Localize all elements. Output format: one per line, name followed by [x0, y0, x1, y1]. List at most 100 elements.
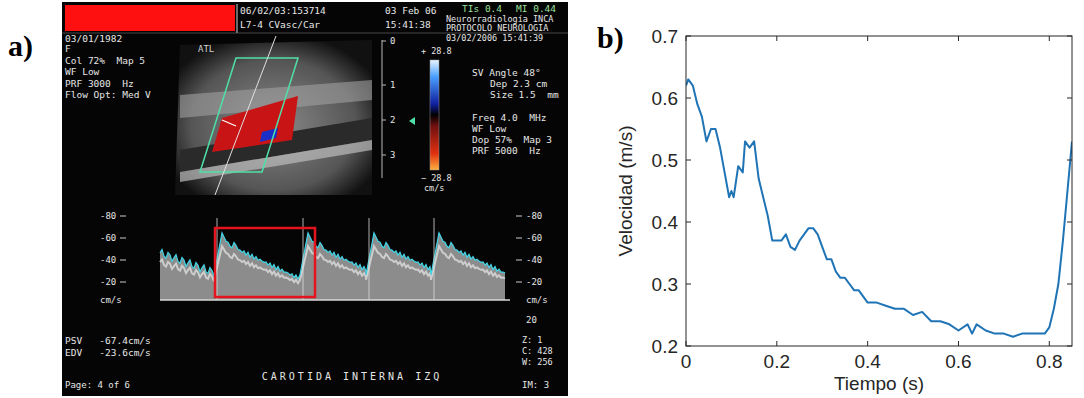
y-tick-label: 0.4	[652, 212, 679, 233]
header-text: MI 0.44	[516, 3, 556, 14]
y-tick	[686, 160, 691, 161]
header-text: 03/02/2006 15:41:39	[446, 33, 543, 43]
depth-label: 1	[390, 80, 395, 90]
doppler-setting: PRF 5000 Hz	[472, 145, 541, 156]
velocity-line	[686, 79, 1072, 336]
x-tick	[776, 341, 777, 346]
header-text: 06/02/03:153714	[240, 5, 326, 16]
y-tick-label: 0.7	[652, 26, 678, 47]
panel-label: a)	[8, 29, 33, 63]
b-mode-image	[175, 36, 372, 195]
spectrum-scale-label: -80	[526, 211, 542, 221]
depth-tick	[382, 85, 386, 86]
spectrum-fill	[160, 233, 505, 300]
y-tick	[686, 284, 691, 285]
header-text: 15:41:38	[385, 19, 431, 30]
spectrum-scale-label: -60	[100, 233, 116, 243]
setting-text: WF Low	[65, 66, 100, 77]
doppler-setting: Freq 4.0 MHz	[472, 112, 546, 123]
series-group	[686, 79, 1072, 336]
x-tick	[958, 341, 959, 346]
x-tick	[958, 36, 959, 41]
focus-marker	[409, 117, 415, 125]
color-bar-unit: cm/s	[424, 183, 444, 193]
y-tick	[1067, 98, 1072, 99]
spectrum-scale-label: -40	[100, 255, 116, 265]
highlight-box	[215, 228, 315, 297]
x-tick	[776, 36, 777, 41]
y-axis-title: Velocidad (m/s)	[615, 126, 636, 257]
logo-text: ATL	[198, 44, 214, 54]
y-tick	[686, 346, 691, 347]
spectrum-scale-tick	[516, 238, 522, 239]
setting-text: Col 72% Map 5	[65, 55, 145, 66]
spectrum-scale-tick	[120, 282, 126, 283]
depth-tick	[382, 155, 386, 156]
spectrum-spike	[434, 218, 435, 300]
b-mode-tissue	[175, 40, 372, 195]
x-tick	[1049, 36, 1050, 41]
spectrum-scale-tick	[120, 238, 126, 239]
header-text: PROTOCOLO NEUROLOGIA	[446, 23, 548, 33]
doppler-setting: Size 1.5 mm	[490, 89, 559, 100]
spectrum-envelope	[160, 233, 505, 279]
spectrum-scale-label: -20	[526, 277, 542, 287]
y-tick-label: 0.3	[652, 274, 678, 295]
header-text: TIs 0.4	[462, 3, 502, 14]
screen-background	[62, 2, 568, 396]
line-chart: 00.20.40.60.80.20.30.40.50.60.7Tiempo (s…	[615, 26, 1072, 394]
measurement-text: PSV -67.4cm/s	[65, 335, 151, 346]
spectrum-spike	[303, 218, 304, 300]
setting-text: F	[65, 43, 71, 54]
figure: a)b)06/02/03:153714L7-4 CVasc/Car03 Feb …	[0, 0, 1084, 398]
y-tick	[1067, 346, 1072, 347]
y-tick	[1067, 160, 1072, 161]
measurement-text: EDV -23.6cm/s	[65, 347, 151, 358]
doppler-setting: WF Low	[472, 123, 507, 134]
color-bar-label: − 28.8	[421, 173, 452, 183]
x-tick	[867, 36, 868, 41]
doppler-spectrum	[160, 218, 510, 300]
y-tick-label: 0.5	[652, 150, 678, 171]
x-tick-label: 0	[681, 351, 692, 372]
x-tick-label: 0.2	[764, 351, 790, 372]
spectrum-scale-label: -20	[100, 277, 116, 287]
x-tick	[867, 341, 868, 346]
y-tick	[1067, 284, 1072, 285]
x-tick	[1049, 341, 1050, 346]
color-bar	[430, 60, 439, 170]
page-label: Page: 4 of 6	[65, 380, 130, 390]
y-tick-label: 0.6	[652, 88, 678, 109]
color-flow	[212, 96, 298, 152]
x-tick	[686, 341, 687, 346]
doppler-setting: Dop 57% Map 3	[472, 134, 552, 145]
y-tick	[1067, 36, 1072, 37]
display-text: C: 428	[522, 346, 553, 356]
x-tick-label: 0.6	[945, 351, 971, 372]
setting-text: PRF 3000 Hz	[65, 78, 134, 89]
y-tick	[686, 98, 691, 99]
depth-tick	[382, 120, 386, 121]
panel-label: b)	[597, 21, 624, 55]
sample-volume	[222, 120, 236, 126]
spectrum-scale-label: 20	[526, 315, 537, 325]
display-text: W: 256	[522, 357, 553, 367]
doppler-setting: SV Angle 48°	[472, 67, 541, 78]
y-tick	[1067, 222, 1072, 223]
depth-tick	[382, 41, 386, 42]
plot-frame	[686, 36, 1072, 346]
depth-scale-line	[382, 40, 383, 178]
y-tick	[686, 36, 691, 37]
spectrum-scale-tick	[120, 216, 126, 217]
doppler-setting: Dep 2.3 cm	[490, 78, 547, 89]
spectrum-baseline	[160, 299, 510, 301]
ultrasound-screenshot: 06/02/03:153714L7-4 CVasc/Car03 Feb 0615…	[62, 2, 568, 396]
plot-area	[686, 36, 1072, 346]
depth-label: 0	[390, 36, 395, 46]
depth-label: 3	[390, 150, 395, 160]
x-tick	[686, 36, 687, 41]
spectrum-scale-tick	[120, 260, 126, 261]
header-text: 03 Feb 06	[385, 5, 437, 16]
setting-text: 03/01/1982	[65, 33, 122, 44]
spectrum-spike	[369, 218, 370, 300]
